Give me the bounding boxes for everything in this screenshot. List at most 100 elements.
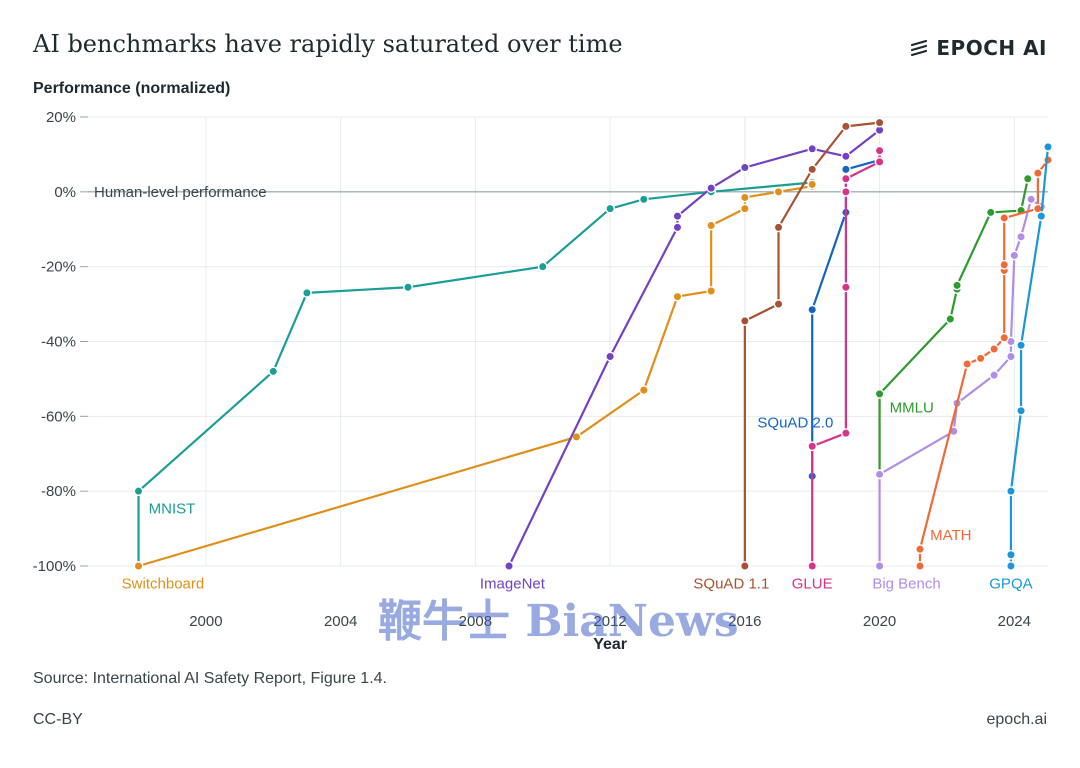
license-label: CC-BY [33,711,83,728]
y-tick-label: -20% [41,259,76,276]
data-point [1006,561,1016,571]
human-level-label: Human-level performance [94,184,267,201]
data-point [302,287,312,298]
data-point [1006,486,1016,497]
data-point [840,282,851,293]
y-tick-label: -60% [41,408,76,425]
data-point [999,213,1010,223]
data-point [840,151,851,162]
epoch-logo-icon [911,39,928,57]
data-point [985,207,996,218]
series-label: Switchboard [122,575,205,592]
data-point [739,316,750,326]
y-tick-label: 0% [54,184,76,201]
data-point [537,261,548,272]
data-point [739,162,750,173]
data-point [962,359,973,369]
data-point [840,164,851,175]
data-point [989,344,1000,354]
y-tick-label: -80% [41,483,76,500]
data-point [1043,142,1053,152]
data-point [672,211,683,222]
brand-name: EPOCH AI [936,36,1047,60]
x-tick-label: 2008 [459,613,492,630]
site-link[interactable]: epoch.ai [986,711,1048,728]
series-label: SQuAD 1.1 [693,575,769,592]
x-axis-label: Year [593,636,627,653]
x-tick-label: 2004 [324,613,357,630]
series-label: MNIST [149,501,196,518]
data-point [706,286,717,296]
data-point [807,561,818,571]
data-point [773,186,784,197]
watermark: 鞭牛士 BiaNews [378,596,739,647]
series-label: GLUE [792,575,833,592]
series-label: MATH [930,527,971,544]
x-tick-label: 2024 [998,613,1031,630]
data-point [840,428,851,439]
data-point [638,385,649,396]
brand-logo[interactable]: EPOCH AI [910,36,1047,60]
data-point [739,561,750,571]
data-point [1006,351,1016,362]
data-point [1016,231,1026,242]
data-point [773,222,784,233]
data-point [1026,194,1037,205]
y-tick-label: 20% [46,109,76,126]
data-point [874,388,885,399]
data-point [268,366,279,377]
series-label: GPQA [989,575,1032,592]
data-point [952,280,962,291]
data-point [1022,173,1033,184]
data-point [989,370,1000,381]
data-point [605,203,616,214]
data-point [706,183,717,193]
data-point [1036,211,1047,222]
series-line-imagenet [508,129,881,567]
data-point [1032,168,1043,179]
data-point [706,220,717,231]
data-point [999,259,1010,270]
data-point [133,561,144,571]
data-point [638,194,649,205]
data-point [807,304,818,315]
data-point [672,291,683,302]
page-title: AI benchmarks have rapidly saturated ove… [33,30,623,58]
source-note: Source: International AI Safety Report, … [33,670,387,687]
data-point [605,351,616,362]
data-point [874,561,885,571]
data-point [403,282,413,293]
x-tick-label: 2000 [189,613,222,630]
series-line-mnist [137,181,813,566]
series-line-math [918,159,1049,566]
data-point [874,117,885,128]
data-point [840,121,851,132]
y-axis-label: Performance (normalized) [33,80,231,97]
series-label: Big Bench [872,575,940,592]
data-point [840,173,851,184]
series-line-glue [811,150,881,566]
data-point [739,203,750,214]
data-point [739,192,750,203]
x-tick-label: 2016 [728,613,761,630]
y-tick-label: -40% [41,334,76,351]
data-point [807,441,818,452]
data-point [807,164,818,175]
data-point [1016,340,1026,351]
data-point [773,299,784,309]
data-point [807,143,818,154]
series-label: ImageNet [480,575,546,592]
data-point [975,353,986,364]
data-point [915,561,925,571]
data-point [999,332,1010,343]
data-point [133,486,144,497]
data-point [874,145,885,156]
data-point [1009,250,1020,261]
data-point [874,156,885,167]
data-point [1016,405,1026,416]
data-point [504,561,514,571]
x-tick-label: 2012 [593,613,626,630]
data-point [807,179,818,190]
y-tick-label: -100% [33,558,76,575]
